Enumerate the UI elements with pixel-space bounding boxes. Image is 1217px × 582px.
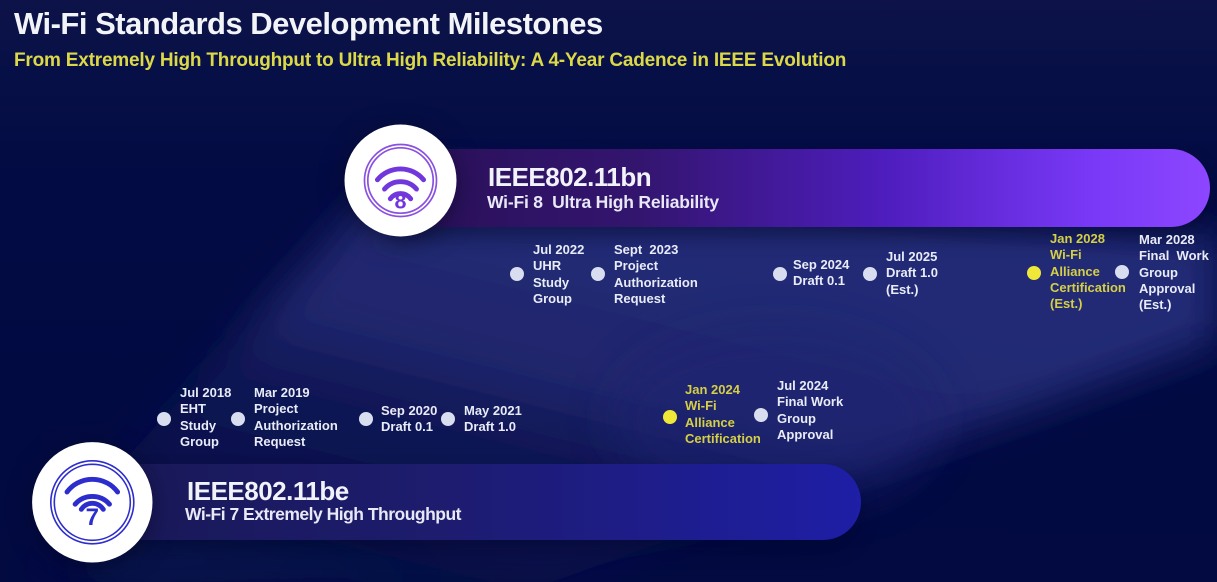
svg-text:8: 8 xyxy=(395,190,407,214)
svg-text:7: 7 xyxy=(86,504,99,531)
